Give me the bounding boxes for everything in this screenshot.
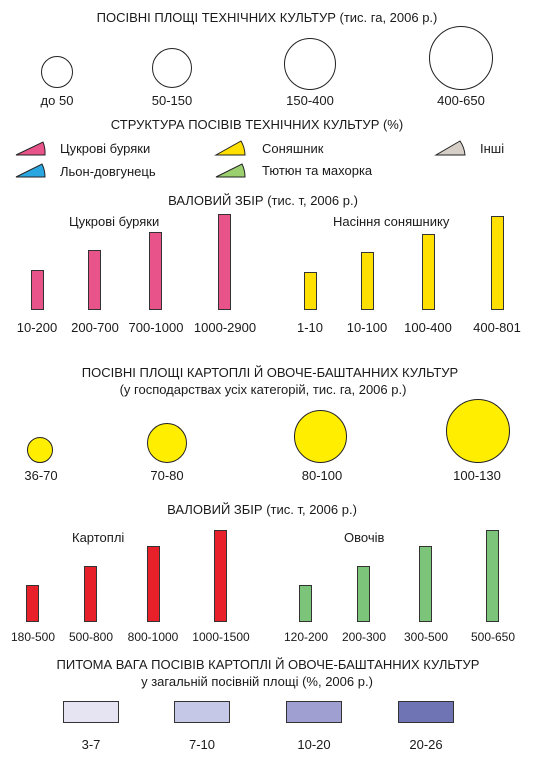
share-label-4: 20-26 (409, 737, 443, 752)
sugar-beet-bar-3 (149, 232, 162, 310)
area-circle-4 (429, 26, 493, 90)
share-title: ПИТОМА ВАГА ПОСІВІВ КАРТОПЛІ Й ОВОЧЕ-БАШ… (56, 657, 480, 672)
sunflower-bar-4 (491, 216, 504, 310)
sunflower-label-2: 10-100 (346, 320, 388, 335)
share-swatch-1 (63, 701, 119, 723)
potato-area-label-3: 80-100 (301, 468, 343, 483)
sugar-beet-label-1: 10-200 (16, 320, 58, 335)
potatoes-label-3: 800-1000 (127, 630, 179, 644)
potato-area-label-2: 70-80 (150, 468, 184, 483)
share-subtitle: у загальній посівній площі (%, 2006 р.) (141, 674, 373, 689)
potato-area-subtitle: (у господарствах усіх категорій, тис. га… (119, 382, 407, 397)
area-size-label-3: 150-400 (286, 93, 334, 108)
sunflower-sector-icon (214, 140, 246, 156)
legend-sugar-beet: Цукрові буряки (60, 141, 151, 156)
sunflower-bar-1 (304, 272, 317, 310)
other-sector-icon (434, 140, 466, 156)
share-label-3: 10-20 (297, 737, 331, 752)
potato-area-title: ПОСІВНІ ПЛОЩІ КАРТОПЛІ Й ОВОЧЕ-БАШТАННИХ… (81, 365, 459, 380)
potatoes-bar-4 (214, 530, 227, 622)
potato-area-label-1: 36-70 (24, 468, 58, 483)
sugar-beet-bar-2 (88, 250, 101, 310)
potato-area-circle-4 (446, 399, 510, 463)
flax-sector-icon (15, 163, 46, 178)
potatoes-bar-1 (26, 585, 39, 622)
vegetables-bar-2 (357, 566, 370, 622)
sugar-beet-bar-1 (31, 270, 44, 310)
share-swatch-4 (398, 701, 454, 723)
share-swatch-2 (174, 701, 230, 723)
potato-harvest-title: ВАЛОВИЙ ЗБІР (тис. т, 2006 р.) (167, 502, 357, 517)
vegetables-label-1: 120-200 (283, 630, 329, 644)
potatoes-label-4: 1000-1500 (192, 630, 250, 644)
structure-title: СТРУКТУРА ПОСІВІВ ТЕХНІЧНИХ КУЛЬТУР (%) (110, 117, 404, 132)
sugar-beet-sector-icon (15, 141, 46, 156)
potato-area-label-4: 100-130 (453, 468, 501, 483)
tobacco-sector-icon (215, 163, 246, 178)
share-swatch-3 (286, 701, 342, 723)
share-label-1: 3-7 (81, 737, 101, 752)
sugar-beet-label-2: 200-700 (71, 320, 119, 335)
vegetables-bar-4 (486, 530, 499, 622)
potato-area-circle-2 (147, 423, 187, 463)
potato-area-circle-1 (27, 437, 53, 463)
vegetables-title: Овочів (344, 530, 385, 545)
sugar-beet-bar-4 (218, 214, 231, 310)
area-circle-1 (41, 56, 73, 88)
area-circle-3 (284, 38, 336, 90)
potatoes-title: Картоплі (72, 530, 125, 545)
potatoes-bar-2 (84, 566, 97, 622)
area-size-label-2: 50-150 (151, 93, 193, 108)
potatoes-label-1: 180-500 (10, 630, 56, 644)
technical-harvest-title: ВАЛОВИЙ ЗБІР (тис. т, 2006 р.) (168, 193, 358, 208)
vegetables-label-2: 200-300 (341, 630, 387, 644)
legend-flax: Льон-довгунець (60, 164, 156, 179)
vegetables-bar-1 (299, 585, 312, 622)
technical-area-title: ПОСІВНІ ПЛОЩІ ТЕХНІЧНИХ КУЛЬТУР (тис. га… (96, 10, 438, 25)
sunflower-label-3: 100-400 (404, 320, 452, 335)
sunflower-label-1: 1-10 (296, 320, 324, 335)
area-size-label-1: до 50 (40, 93, 74, 108)
sugar-beet-label-4: 1000-2900 (193, 320, 257, 335)
area-size-label-4: 400-650 (437, 93, 485, 108)
sunflower-bar-3 (422, 234, 435, 310)
sunflower-label-4: 400-801 (473, 320, 521, 335)
legend-tobacco: Тютюн та махорка (262, 163, 373, 178)
potatoes-label-2: 500-800 (68, 630, 114, 644)
sunflower-title: Насіння соняшнику (333, 214, 450, 229)
sugar-beet-label-3: 700-1000 (128, 320, 184, 335)
legend-other: Інші (480, 141, 505, 156)
share-label-2: 7-10 (188, 737, 216, 752)
vegetables-bar-3 (419, 546, 432, 622)
area-circle-2 (152, 48, 192, 88)
vegetables-label-4: 500-650 (470, 630, 516, 644)
potatoes-bar-3 (147, 546, 160, 622)
vegetables-label-3: 300-500 (403, 630, 449, 644)
sunflower-bar-2 (361, 252, 374, 310)
potato-area-circle-3 (294, 410, 347, 463)
legend-sunflower: Соняшник (262, 141, 324, 156)
sugar-beet-title: Цукрові буряки (69, 214, 160, 229)
